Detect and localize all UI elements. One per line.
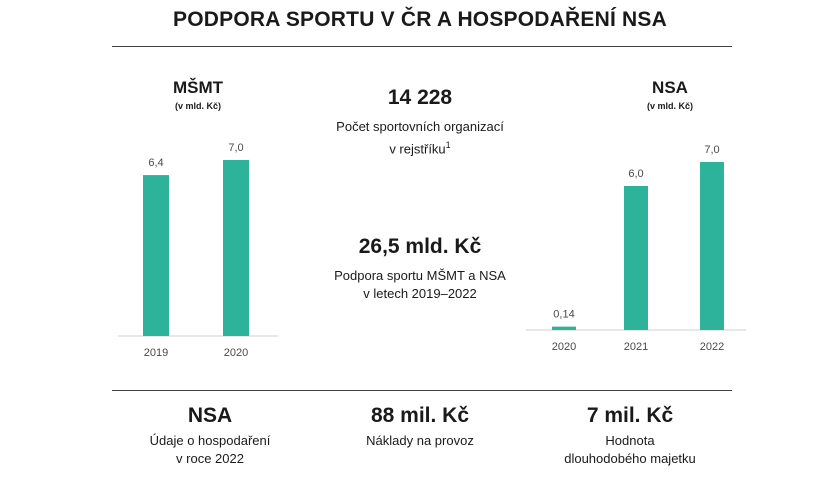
msmt-bar-chart: 6,4 2019 7,0 2020 [118,142,278,359]
data-label-2020: 0,14 [553,309,574,321]
tick-label-2020: 2020 [224,347,248,359]
support-total-value: 26,5 mld. Kč [358,235,482,258]
data-label-2019: 6,4 [148,157,163,169]
long-term-assets: 7 mil. Kč Hodnota dlouhodobého majetku [520,404,740,468]
bar-2020 [223,160,249,336]
bar-2019 [143,175,169,336]
long-term-assets-desc: Hodnota dlouhodobého majetku [564,433,696,466]
nsa-chart-title: NSA [652,78,688,97]
data-label-2021: 6,0 [628,168,643,180]
footnote-marker: 1 [445,140,451,150]
tick-label-2022: 2022 [700,341,724,353]
bar-2022 [700,162,724,330]
support-total-desc: Podpora sportu MŠMT a NSA v letech 2019–… [334,268,506,301]
operating-costs: 88 mil. Kč Náklady na provoz [310,404,530,450]
nsa-finance-title: NSA [187,404,233,427]
msmt-chart-title: MŠMT [172,78,224,97]
organizations-stat: 14 228 Počet sportovních organizací v re… [300,86,540,158]
bottom-divider [112,390,732,391]
page-title: PODPORA SPORTU V ČR A HOSPODAŘENÍ NSA [173,8,667,31]
nsa-chart-unit: (v mld. Kč) [646,101,693,111]
data-label-2022: 7,0 [704,144,719,156]
msmt-chart-header: MŠMT (v mld. Kč) [138,78,258,111]
nsa-chart-header: NSA (v mld. Kč) [610,78,730,111]
bar-2021 [624,186,648,330]
operating-costs-value: 88 mil. Kč [370,404,470,427]
support-total-stat: 26,5 mld. Kč Podpora sportu MŠMT a NSA v… [300,235,540,303]
operating-costs-desc: Náklady na provoz [366,433,474,448]
nsa-finance-desc: Údaje o hospodaření v roce 2022 [149,433,271,466]
organizations-desc: Počet sportovních organizací v rejstříku… [336,119,504,157]
top-divider [112,46,732,47]
long-term-assets-value: 7 mil. Kč [586,404,674,427]
data-label-2020: 7,0 [228,142,243,154]
organizations-count: 14 228 [387,86,453,109]
tick-label-2021: 2021 [624,341,648,353]
msmt-chart-unit: (v mld. Kč) [174,101,221,111]
bar-2020 [552,326,576,330]
tick-label-2019: 2019 [144,347,168,359]
tick-label-2020: 2020 [552,341,576,353]
nsa-finance-heading: NSA Údaje o hospodaření v roce 2022 [100,404,320,468]
nsa-bar-chart: 0,14 2020 6,0 2021 7,0 2022 [526,144,746,353]
